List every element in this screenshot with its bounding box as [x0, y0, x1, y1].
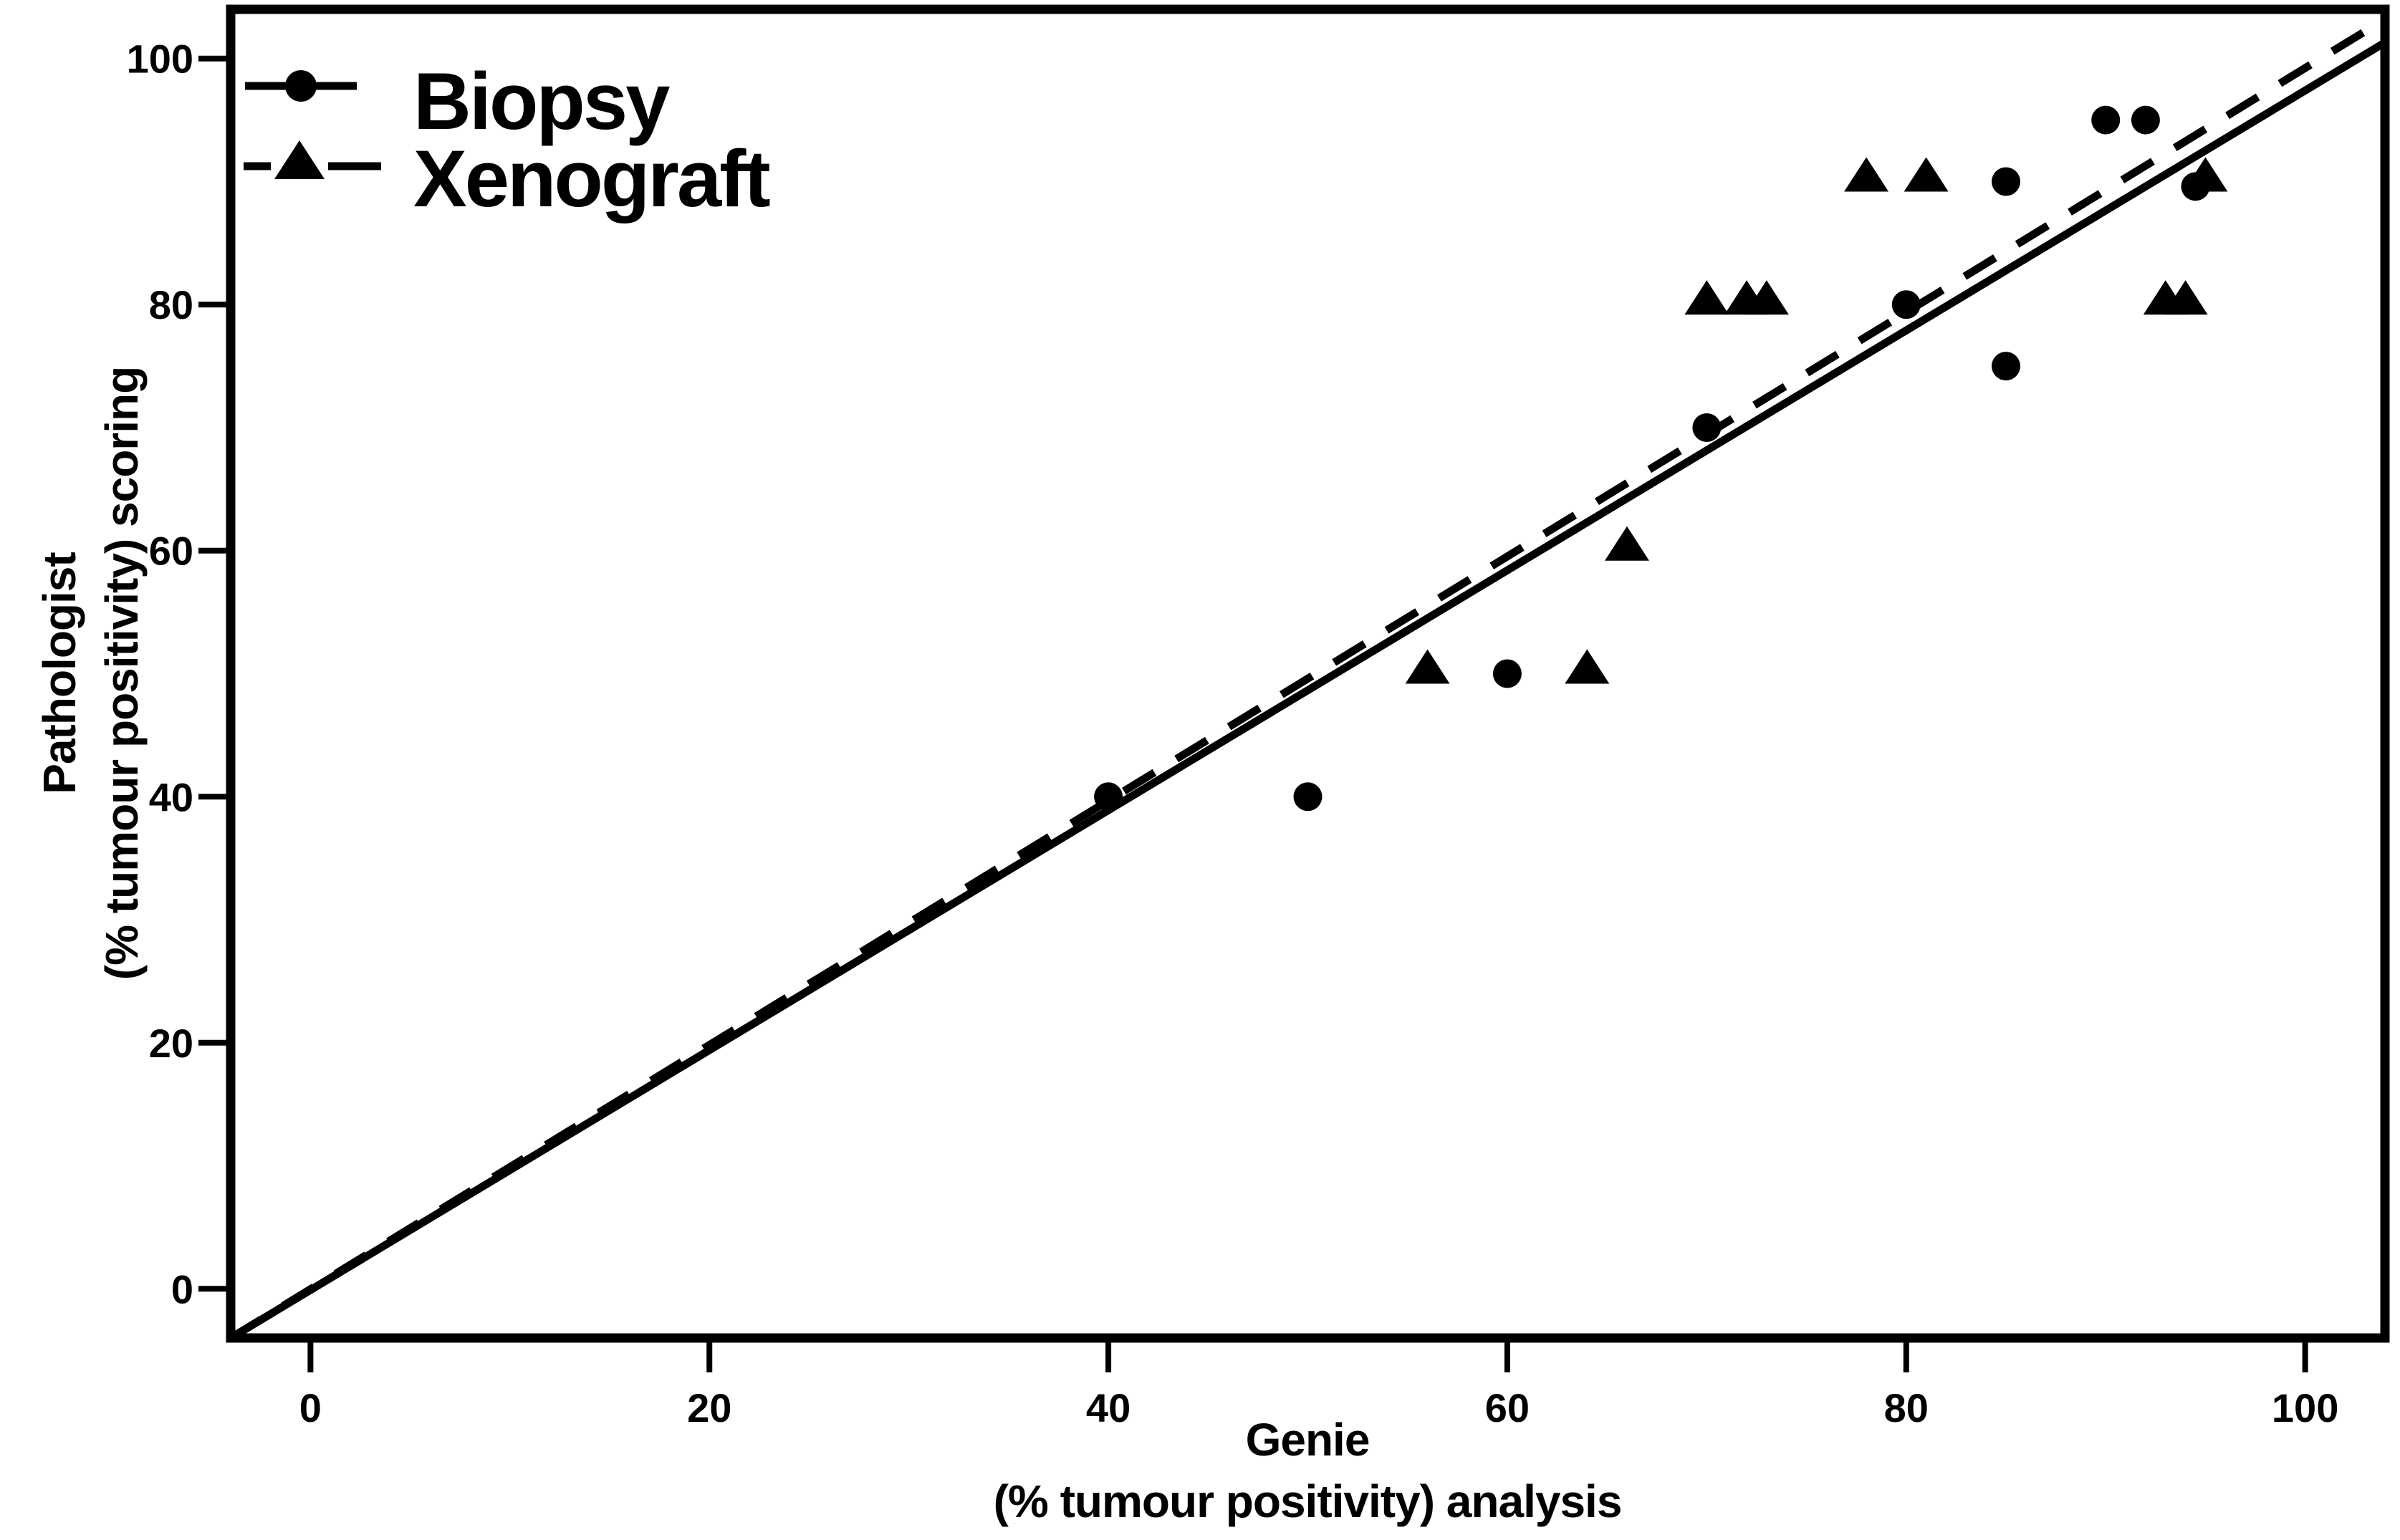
xenograft-point	[1744, 280, 1789, 315]
legend-circle-marker-icon	[285, 70, 317, 102]
xenograft-point	[1565, 649, 1610, 684]
plot-frame	[226, 4, 2390, 1343]
xenograft-point	[2183, 157, 2228, 192]
biopsy-point	[2091, 105, 2121, 135]
xenograft-point	[1904, 157, 1949, 192]
y-axis-tick-label: 0	[171, 1266, 193, 1312]
y-axis-tick-label: 40	[149, 774, 193, 819]
x-axis-tick-label: 80	[1884, 1385, 1929, 1430]
biopsy-point	[2131, 105, 2160, 135]
axis-ticks: 0 20 40 60 80 100 0 20 40 60 80 100	[127, 37, 2339, 1430]
legend-triangle-marker-icon	[274, 140, 325, 179]
fit-lines	[231, 16, 2385, 1338]
x-axis-tick-label: 0	[299, 1385, 322, 1430]
x-axis-tick-label: 40	[1086, 1385, 1131, 1430]
biopsy-fit-line	[231, 39, 2385, 1338]
x-axis-tick-label: 100	[2272, 1385, 2338, 1430]
legend-item-xenograft: Xenograft	[244, 134, 772, 223]
y-axis-tick-label: 60	[149, 529, 193, 574]
y-axis-title-line1: Pathologist	[34, 552, 85, 794]
x-axis-tick-label: 20	[687, 1385, 731, 1430]
x-axis-tick-label: 60	[1485, 1385, 1530, 1430]
biopsy-point	[1891, 290, 1921, 319]
legend-item-biopsy: Biopsy	[245, 57, 672, 146]
xenograft-point	[1405, 649, 1450, 684]
y-axis-title-line2: (% tumour positivity) scoring	[96, 367, 148, 980]
xenograft-point	[1604, 526, 1649, 561]
y-axis-tick-label: 80	[149, 282, 193, 327]
x-axis-title-line2: (% tumour positivity) analysis	[994, 1476, 1622, 1527]
xenograft-point	[1844, 157, 1889, 192]
biopsy-point	[1692, 413, 1722, 442]
biopsy-point	[1991, 352, 2020, 381]
biopsy-point	[1991, 167, 2020, 196]
legend: Biopsy Xenograft	[244, 57, 772, 223]
xenograft-point	[1684, 280, 1729, 315]
x-axis-title-line1: Genie	[1246, 1414, 1370, 1466]
data-markers	[1094, 105, 2228, 812]
biopsy-point	[1094, 782, 1123, 812]
biopsy-point	[1293, 782, 1323, 812]
y-axis-tick-label: 100	[127, 37, 193, 82]
xenograft-point	[2163, 280, 2208, 315]
legend-label-xenograft: Xenograft	[413, 134, 769, 223]
y-axis-tick-label: 20	[149, 1021, 193, 1066]
xenograft-fit-line	[231, 16, 2385, 1338]
biopsy-point	[1492, 659, 1522, 688]
legend-label-biopsy: Biopsy	[413, 57, 670, 146]
